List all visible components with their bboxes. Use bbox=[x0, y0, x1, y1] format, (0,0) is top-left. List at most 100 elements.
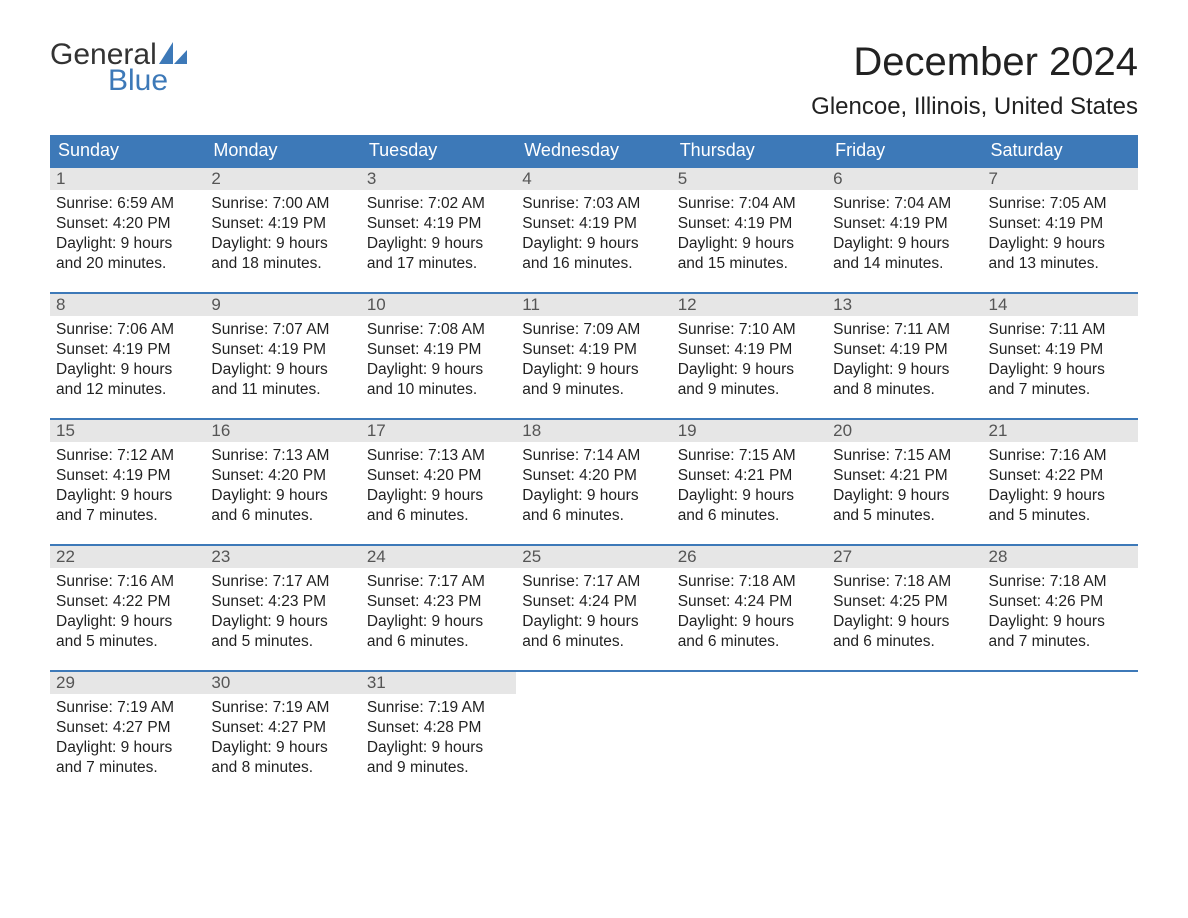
daylight1-text: Daylight: 9 hours bbox=[211, 360, 354, 380]
daylight1-text: Daylight: 9 hours bbox=[367, 738, 510, 758]
day-content: Sunrise: 7:10 AMSunset: 4:19 PMDaylight:… bbox=[672, 316, 827, 401]
sunrise-text: Sunrise: 7:18 AM bbox=[678, 572, 821, 592]
sunrise-text: Sunrise: 7:03 AM bbox=[522, 194, 665, 214]
sunrise-text: Sunrise: 7:18 AM bbox=[989, 572, 1132, 592]
daylight2-text: and 10 minutes. bbox=[367, 380, 510, 400]
date-number: 19 bbox=[672, 420, 827, 442]
sunset-text: Sunset: 4:19 PM bbox=[367, 214, 510, 234]
location: Glencoe, Illinois, United States bbox=[811, 93, 1138, 121]
sunrise-text: Sunrise: 7:00 AM bbox=[211, 194, 354, 214]
daylight2-text: and 8 minutes. bbox=[211, 758, 354, 778]
date-number: 13 bbox=[827, 294, 982, 316]
day-content: Sunrise: 7:13 AMSunset: 4:20 PMDaylight:… bbox=[361, 442, 516, 527]
sunset-text: Sunset: 4:27 PM bbox=[211, 718, 354, 738]
sunrise-text: Sunrise: 7:04 AM bbox=[678, 194, 821, 214]
day-cell: 16Sunrise: 7:13 AMSunset: 4:20 PMDayligh… bbox=[205, 420, 360, 540]
date-number: 30 bbox=[205, 672, 360, 694]
weeks-container: 1Sunrise: 6:59 AMSunset: 4:20 PMDaylight… bbox=[50, 166, 1138, 792]
sunset-text: Sunset: 4:20 PM bbox=[211, 466, 354, 486]
daylight2-text: and 5 minutes. bbox=[56, 632, 199, 652]
date-number: 23 bbox=[205, 546, 360, 568]
daylight2-text: and 7 minutes. bbox=[56, 758, 199, 778]
date-number bbox=[827, 672, 982, 694]
date-number: 20 bbox=[827, 420, 982, 442]
sunset-text: Sunset: 4:19 PM bbox=[833, 340, 976, 360]
sunrise-text: Sunrise: 7:19 AM bbox=[56, 698, 199, 718]
daylight1-text: Daylight: 9 hours bbox=[211, 486, 354, 506]
dow-cell: Sunday bbox=[50, 135, 205, 166]
dow-cell: Friday bbox=[827, 135, 982, 166]
sunset-text: Sunset: 4:21 PM bbox=[678, 466, 821, 486]
day-cell: 13Sunrise: 7:11 AMSunset: 4:19 PMDayligh… bbox=[827, 294, 982, 414]
sunset-text: Sunset: 4:19 PM bbox=[833, 214, 976, 234]
day-cell: 7Sunrise: 7:05 AMSunset: 4:19 PMDaylight… bbox=[983, 168, 1138, 288]
daylight2-text: and 6 minutes. bbox=[678, 632, 821, 652]
dow-cell: Tuesday bbox=[361, 135, 516, 166]
sunrise-text: Sunrise: 7:04 AM bbox=[833, 194, 976, 214]
date-number bbox=[983, 672, 1138, 694]
sunset-text: Sunset: 4:19 PM bbox=[678, 214, 821, 234]
dow-cell: Thursday bbox=[672, 135, 827, 166]
day-content: Sunrise: 7:00 AMSunset: 4:19 PMDaylight:… bbox=[205, 190, 360, 275]
sunset-text: Sunset: 4:19 PM bbox=[522, 214, 665, 234]
day-cell: 9Sunrise: 7:07 AMSunset: 4:19 PMDaylight… bbox=[205, 294, 360, 414]
date-number: 14 bbox=[983, 294, 1138, 316]
title-block: December 2024 Glencoe, Illinois, United … bbox=[811, 40, 1138, 121]
day-cell: 2Sunrise: 7:00 AMSunset: 4:19 PMDaylight… bbox=[205, 168, 360, 288]
day-cell: 19Sunrise: 7:15 AMSunset: 4:21 PMDayligh… bbox=[672, 420, 827, 540]
daylight1-text: Daylight: 9 hours bbox=[833, 612, 976, 632]
date-number: 5 bbox=[672, 168, 827, 190]
daylight2-text: and 16 minutes. bbox=[522, 254, 665, 274]
date-number: 28 bbox=[983, 546, 1138, 568]
sunset-text: Sunset: 4:21 PM bbox=[833, 466, 976, 486]
daylight2-text: and 7 minutes. bbox=[989, 380, 1132, 400]
daylight2-text: and 6 minutes. bbox=[367, 506, 510, 526]
daylight1-text: Daylight: 9 hours bbox=[56, 738, 199, 758]
daylight1-text: Daylight: 9 hours bbox=[989, 234, 1132, 254]
day-content: Sunrise: 7:15 AMSunset: 4:21 PMDaylight:… bbox=[827, 442, 982, 527]
day-cell: 21Sunrise: 7:16 AMSunset: 4:22 PMDayligh… bbox=[983, 420, 1138, 540]
sunrise-text: Sunrise: 7:09 AM bbox=[522, 320, 665, 340]
daylight1-text: Daylight: 9 hours bbox=[678, 486, 821, 506]
daylight2-text: and 18 minutes. bbox=[211, 254, 354, 274]
daylight1-text: Daylight: 9 hours bbox=[678, 612, 821, 632]
week-row: 8Sunrise: 7:06 AMSunset: 4:19 PMDaylight… bbox=[50, 292, 1138, 414]
date-number: 29 bbox=[50, 672, 205, 694]
sunrise-text: Sunrise: 7:19 AM bbox=[211, 698, 354, 718]
day-cell: 28Sunrise: 7:18 AMSunset: 4:26 PMDayligh… bbox=[983, 546, 1138, 666]
sunrise-text: Sunrise: 7:14 AM bbox=[522, 446, 665, 466]
sunset-text: Sunset: 4:23 PM bbox=[367, 592, 510, 612]
sunrise-text: Sunrise: 7:06 AM bbox=[56, 320, 199, 340]
sunrise-text: Sunrise: 7:15 AM bbox=[678, 446, 821, 466]
sunset-text: Sunset: 4:27 PM bbox=[56, 718, 199, 738]
day-content: Sunrise: 7:11 AMSunset: 4:19 PMDaylight:… bbox=[827, 316, 982, 401]
daylight1-text: Daylight: 9 hours bbox=[367, 234, 510, 254]
daylight2-text: and 14 minutes. bbox=[833, 254, 976, 274]
date-number: 2 bbox=[205, 168, 360, 190]
daylight1-text: Daylight: 9 hours bbox=[989, 612, 1132, 632]
daylight2-text: and 5 minutes. bbox=[833, 506, 976, 526]
day-content: Sunrise: 7:06 AMSunset: 4:19 PMDaylight:… bbox=[50, 316, 205, 401]
day-cell: 31Sunrise: 7:19 AMSunset: 4:28 PMDayligh… bbox=[361, 672, 516, 792]
daylight1-text: Daylight: 9 hours bbox=[989, 360, 1132, 380]
day-content: Sunrise: 7:02 AMSunset: 4:19 PMDaylight:… bbox=[361, 190, 516, 275]
sunset-text: Sunset: 4:19 PM bbox=[367, 340, 510, 360]
sunrise-text: Sunrise: 7:16 AM bbox=[989, 446, 1132, 466]
date-number: 15 bbox=[50, 420, 205, 442]
day-content: Sunrise: 7:17 AMSunset: 4:24 PMDaylight:… bbox=[516, 568, 671, 653]
week-row: 15Sunrise: 7:12 AMSunset: 4:19 PMDayligh… bbox=[50, 418, 1138, 540]
daylight1-text: Daylight: 9 hours bbox=[833, 360, 976, 380]
day-content: Sunrise: 7:03 AMSunset: 4:19 PMDaylight:… bbox=[516, 190, 671, 275]
daylight2-text: and 15 minutes. bbox=[678, 254, 821, 274]
sunrise-text: Sunrise: 7:17 AM bbox=[522, 572, 665, 592]
sunset-text: Sunset: 4:19 PM bbox=[211, 340, 354, 360]
day-content: Sunrise: 7:18 AMSunset: 4:26 PMDaylight:… bbox=[983, 568, 1138, 653]
day-cell: 24Sunrise: 7:17 AMSunset: 4:23 PMDayligh… bbox=[361, 546, 516, 666]
day-content: Sunrise: 7:14 AMSunset: 4:20 PMDaylight:… bbox=[516, 442, 671, 527]
day-content: Sunrise: 7:15 AMSunset: 4:21 PMDaylight:… bbox=[672, 442, 827, 527]
daylight2-text: and 6 minutes. bbox=[211, 506, 354, 526]
date-number: 27 bbox=[827, 546, 982, 568]
daylight1-text: Daylight: 9 hours bbox=[56, 234, 199, 254]
daylight1-text: Daylight: 9 hours bbox=[678, 360, 821, 380]
sunrise-text: Sunrise: 7:13 AM bbox=[367, 446, 510, 466]
